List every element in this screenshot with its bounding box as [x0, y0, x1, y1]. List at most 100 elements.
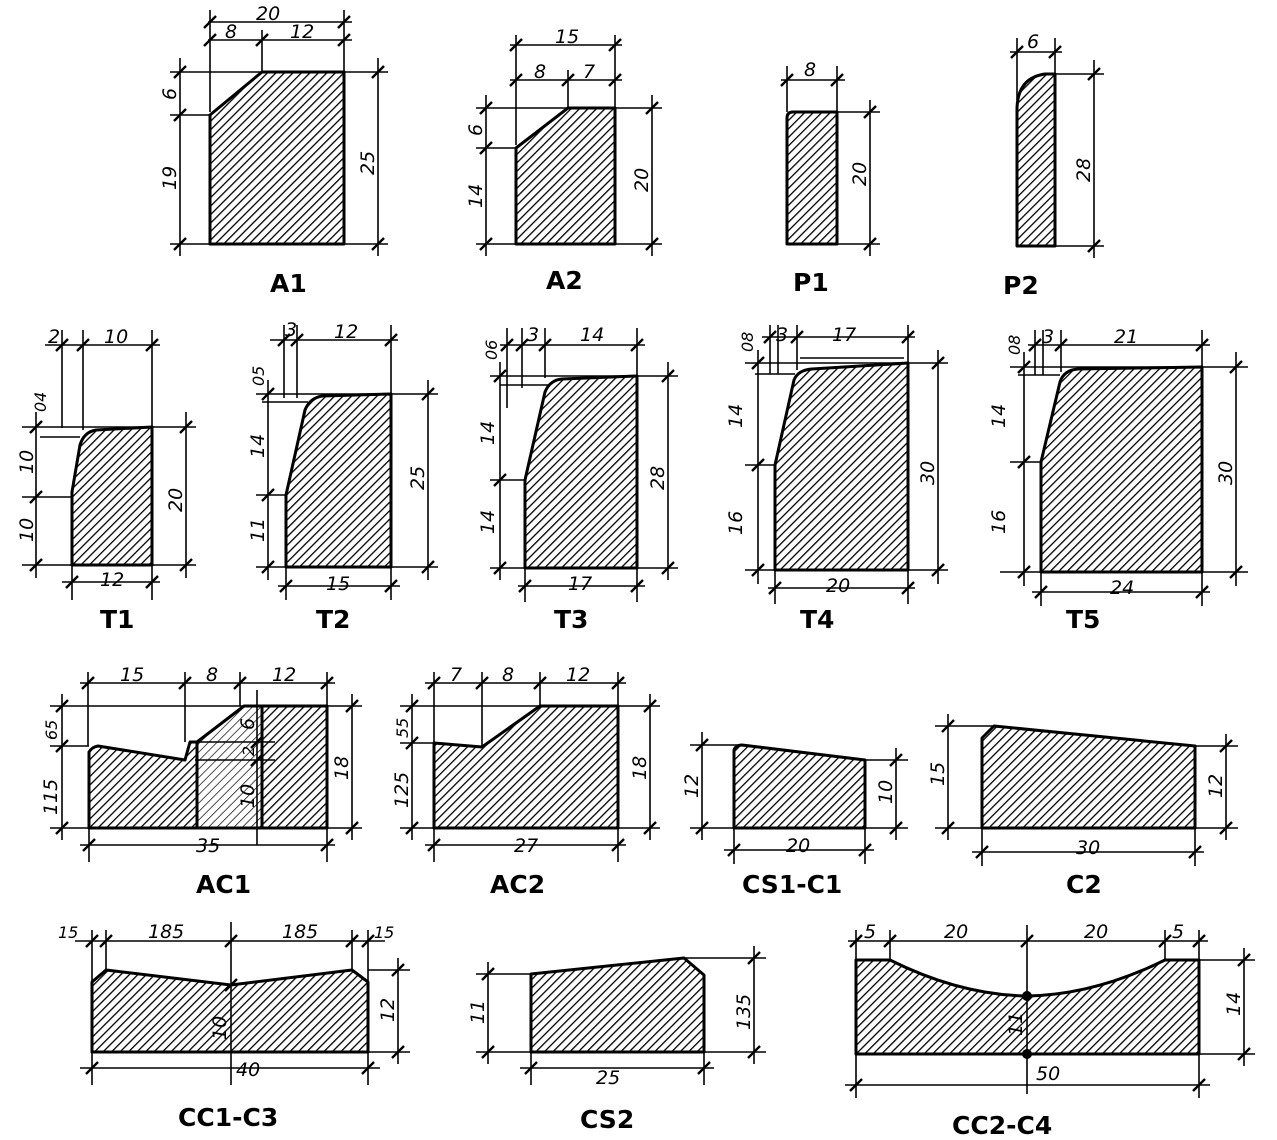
ac1-dim-nose: 6 — [237, 718, 259, 730]
cs1c1-profile — [732, 743, 867, 830]
a1-dim-top: 20 — [256, 3, 280, 25]
section-c2: 15 12 30 C2 — [927, 714, 1238, 899]
t2-dim-top: 12 — [334, 321, 358, 343]
p1-dim-width: 8 — [804, 59, 816, 81]
cc1c3-dim-right-slope: 185 — [282, 921, 318, 943]
section-cc1-c3: 15 185 185 15 10 12 40 CC1-C3 — [58, 921, 410, 1132]
cc2c4-dim-height: 14 — [1223, 992, 1245, 1016]
ac1-dim-top-left: 15 — [120, 664, 144, 686]
cc1c3-dim-height: 12 — [377, 998, 399, 1022]
t2-label: T2 — [316, 605, 350, 634]
a1-profile — [208, 70, 346, 246]
a2-dim-height: 20 — [631, 168, 653, 192]
section-t1: 2 10 04 10 10 20 12 T1 — [16, 326, 196, 634]
section-ac2: 7 8 12 55 125 18 27 AC2 — [391, 664, 660, 899]
t4-dim-drop: 08 — [738, 332, 757, 352]
cc1c3-dim-left-edge: 15 — [58, 923, 78, 942]
t2-dim-height: 25 — [407, 466, 429, 490]
section-t3: 06 3 14 14 14 28 17 T3 — [477, 324, 678, 634]
t1-dim-base: 12 — [100, 569, 124, 591]
t3-dim-top: 14 — [580, 324, 604, 346]
t1-dim-height: 20 — [165, 488, 187, 512]
ac1-dim-step: 2 — [239, 746, 258, 756]
a2-dim-chamfer: 6 — [465, 124, 487, 136]
t4-dim-height: 30 — [917, 461, 939, 485]
section-ac1: 15 8 12 65 115 6 2 10 18 35 AC1 — [40, 664, 362, 899]
p2-dim-width: 6 — [1027, 31, 1039, 53]
cc1c3-label: CC1-C3 — [178, 1103, 278, 1132]
t2-profile — [284, 392, 393, 569]
t2-dim-batter: 3 — [285, 319, 297, 341]
ac1-dim-lower: 115 — [40, 779, 62, 815]
a2-profile — [514, 106, 617, 246]
t5-dim-lower: 16 — [988, 510, 1010, 534]
ac1-label: AC1 — [196, 870, 251, 899]
cs1c1-dim-base: 20 — [786, 835, 810, 857]
t5-dim-batter: 3 — [1042, 326, 1054, 348]
ac1-dim-chamfer: 65 — [42, 720, 61, 740]
t4-dim-top: 17 — [832, 324, 856, 346]
cs1c1-dim-height-right: 10 — [875, 780, 897, 804]
ac1-profile-left — [87, 740, 199, 830]
ac2-dim-height: 18 — [629, 756, 651, 780]
p1-dim-height: 20 — [849, 162, 871, 186]
t1-label: T1 — [100, 605, 134, 634]
t4-dim-lower: 16 — [725, 511, 747, 535]
section-t2: 3 12 05 14 11 25 15 T2 — [247, 319, 438, 634]
p2-profile — [1015, 72, 1057, 248]
a1-dim-left: 8 — [225, 21, 237, 43]
cc2c4-dim-base: 50 — [1036, 1063, 1060, 1085]
p2-dim-height: 28 — [1073, 158, 1095, 182]
cc2c4-dim-left-curve: 20 — [944, 921, 968, 943]
section-p2: 6 28 P2 — [1003, 31, 1104, 300]
cs2-dim-height-left: 11 — [467, 1000, 489, 1024]
a2-dim-top: 15 — [555, 26, 579, 48]
a2-dim-right: 7 — [583, 61, 595, 83]
t1-profile — [70, 425, 154, 567]
t3-dim-drop: 06 — [482, 340, 501, 360]
ac2-dim-chamfer: 55 — [393, 718, 412, 738]
t3-dim-upper: 14 — [477, 421, 499, 445]
cc1c3-dim-center: 10 — [209, 1016, 231, 1040]
t4-dim-base: 20 — [826, 575, 850, 597]
cs2-label: CS2 — [580, 1105, 634, 1134]
cs2-dim-base: 25 — [596, 1067, 620, 1089]
ac2-dim-lower: 125 — [391, 772, 413, 808]
c2-profile — [980, 724, 1197, 830]
t3-dim-batter: 3 — [527, 324, 539, 346]
section-t5: 08 3 21 14 16 30 24 T5 — [988, 326, 1248, 634]
t2-dim-drop: 05 — [249, 366, 268, 386]
section-t4: 08 3 17 14 16 30 20 T4 — [725, 324, 948, 634]
t4-dim-upper: 14 — [725, 404, 747, 428]
ac1-dim-inner: 10 — [237, 784, 259, 808]
t4-label: T4 — [800, 605, 834, 634]
t3-label: T3 — [554, 605, 588, 634]
a1-dim-chamfer: 6 — [159, 88, 181, 100]
t1-dim-lower: 10 — [16, 518, 38, 542]
p1-label: P1 — [793, 268, 829, 297]
cc2c4-dim-right-edge: 5 — [1172, 921, 1184, 943]
t2-dim-lower: 11 — [247, 518, 269, 542]
t5-dim-top: 21 — [1114, 326, 1138, 348]
t5-dim-base: 24 — [1110, 577, 1134, 599]
t1-dim-top: 10 — [104, 326, 128, 348]
a2-label: A2 — [546, 266, 583, 295]
ac2-dim-top-mid: 8 — [502, 664, 514, 686]
cc2c4-dim-left-edge: 5 — [864, 921, 876, 943]
section-cs2: 11 135 25 CS2 — [467, 946, 766, 1134]
ac1-dim-top-right: 12 — [272, 664, 296, 686]
t3-dim-height: 28 — [647, 466, 669, 490]
cs1c1-label: CS1-C1 — [742, 870, 842, 899]
t3-profile — [523, 374, 639, 570]
t2-dim-upper: 14 — [247, 434, 269, 458]
cc1c3-profile — [90, 968, 370, 1054]
ac1-dim-base: 35 — [196, 835, 220, 857]
c2-dim-base: 30 — [1076, 837, 1100, 859]
a2-dim-left: 8 — [534, 61, 546, 83]
t5-dim-upper: 14 — [988, 404, 1010, 428]
c2-label: C2 — [1066, 870, 1102, 899]
t2-dim-base: 15 — [326, 573, 350, 595]
cc1c3-dim-base: 40 — [236, 1059, 260, 1081]
cs1c1-dim-height-left: 12 — [681, 774, 703, 798]
ac1-dim-height: 18 — [331, 756, 353, 780]
